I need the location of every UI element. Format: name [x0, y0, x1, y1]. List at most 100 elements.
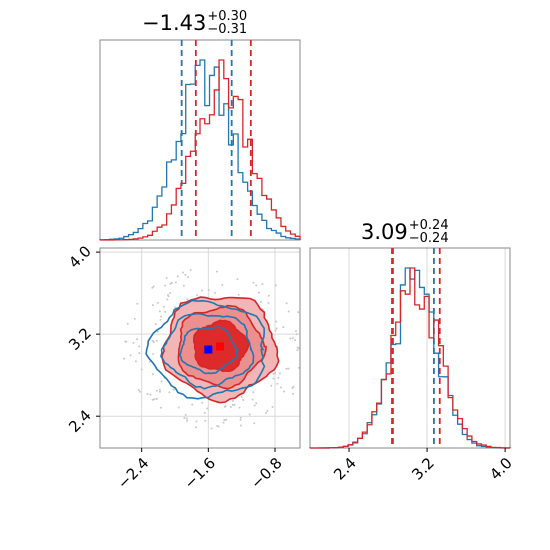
sample-point	[224, 418, 227, 421]
sample-point	[152, 372, 155, 375]
sample-point	[165, 277, 168, 280]
sample-point	[282, 326, 285, 329]
sample-point	[223, 405, 226, 408]
sample-point	[140, 368, 143, 371]
sample-point	[287, 310, 290, 313]
panel-frame	[99, 39, 301, 241]
sample-point	[237, 293, 240, 296]
sample-point	[146, 392, 149, 395]
sample-point	[153, 398, 156, 401]
sample-point	[151, 339, 154, 342]
sample-point	[185, 417, 188, 420]
sample-point	[186, 419, 189, 422]
sample-point	[252, 391, 255, 394]
sample-point	[216, 425, 219, 428]
sample-point	[152, 285, 155, 288]
median-marker-blue	[204, 345, 213, 354]
sample-point	[239, 418, 242, 421]
sample-point	[255, 284, 258, 287]
sample-point	[291, 337, 294, 340]
histogram-panel-param-1	[99, 39, 301, 241]
sample-point	[242, 398, 245, 401]
sample-point	[266, 409, 269, 412]
sample-point	[164, 310, 167, 313]
sample-point	[229, 406, 232, 409]
median-marker-red	[216, 342, 224, 351]
sample-point	[172, 388, 175, 391]
sample-point	[274, 284, 277, 287]
sample-point	[123, 357, 126, 360]
histogram-panel-param-2: 2.4 3.2 4.0	[309, 247, 516, 484]
sample-point	[155, 339, 158, 342]
sample-point	[277, 376, 280, 379]
x-tick-label: 3.2	[408, 454, 438, 484]
sample-point	[267, 301, 270, 304]
sample-point	[259, 300, 262, 303]
sample-point	[253, 422, 256, 425]
sample-point	[214, 291, 217, 294]
sample-point	[239, 416, 242, 419]
sample-point	[174, 306, 177, 309]
sample-point	[152, 353, 155, 356]
x-tick-label: −0.8	[247, 454, 285, 492]
panel-frame	[309, 247, 511, 449]
sample-point	[159, 406, 162, 409]
sample-point	[285, 367, 288, 370]
sample-point	[169, 292, 172, 295]
sample-point	[283, 390, 286, 393]
sample-point	[231, 399, 234, 402]
sample-point	[166, 298, 169, 301]
sample-point	[177, 406, 180, 409]
sample-point	[194, 426, 197, 429]
histogram-series	[99, 59, 301, 241]
sample-point	[137, 389, 140, 392]
sample-point	[155, 398, 158, 401]
sample-point	[201, 401, 204, 404]
sample-point	[275, 327, 278, 330]
title-param-1-plus: +0.30	[207, 9, 248, 24]
sample-point	[261, 283, 264, 286]
sample-point	[196, 294, 199, 297]
sample-point	[149, 393, 152, 396]
sample-point	[292, 392, 295, 395]
sample-point	[160, 315, 163, 318]
sample-point	[156, 330, 159, 333]
sample-point	[265, 411, 268, 414]
sample-point	[186, 298, 189, 301]
sample-point	[289, 337, 292, 340]
sample-point	[296, 349, 299, 352]
sample-point	[253, 404, 256, 407]
sample-point	[294, 339, 297, 342]
sample-point	[159, 318, 162, 321]
sample-point	[132, 341, 135, 344]
sample-point	[221, 284, 224, 287]
sample-point	[267, 294, 270, 297]
sample-point	[223, 419, 226, 422]
y-tick-label: 4.0	[65, 242, 95, 272]
title-param-2-plus: +0.24	[408, 218, 449, 233]
sample-point	[274, 329, 277, 332]
sample-point	[236, 278, 239, 281]
sample-point	[296, 346, 299, 349]
sample-point	[170, 281, 173, 284]
contour-level-blue	[179, 326, 240, 375]
sample-point	[285, 302, 288, 305]
sample-point	[295, 333, 298, 336]
sample-point	[134, 360, 137, 363]
sample-point	[231, 403, 234, 406]
sample-point	[189, 269, 192, 272]
sample-point	[215, 270, 218, 273]
sample-point	[138, 352, 141, 355]
sample-point	[291, 387, 294, 390]
sample-point	[136, 338, 139, 341]
x-tick-label: 2.4	[330, 454, 360, 484]
sample-point	[210, 427, 213, 430]
sample-point	[272, 377, 275, 380]
joint-contour-panel: −2.4 −1.6 −0.8 2.4 3.2 4.0	[65, 242, 301, 493]
sample-point	[294, 330, 297, 333]
sample-point	[151, 304, 154, 307]
sample-point	[255, 402, 258, 405]
sample-point	[181, 271, 184, 274]
sample-point	[297, 311, 300, 314]
sample-point	[167, 295, 170, 298]
